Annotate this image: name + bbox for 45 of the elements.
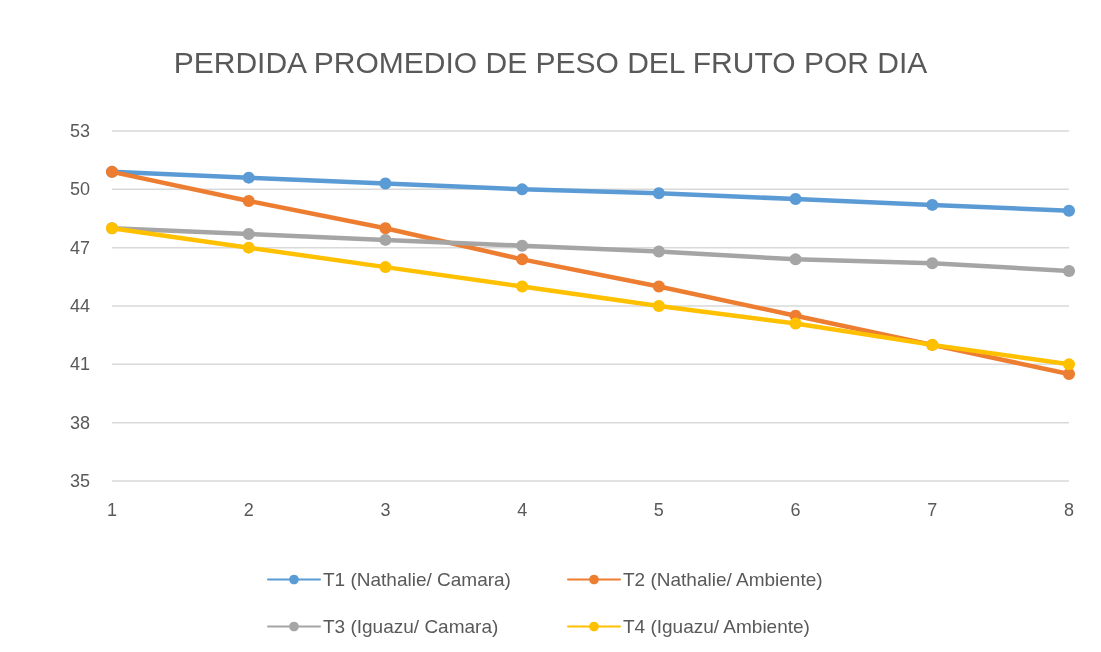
x-tick-label: 3 bbox=[380, 500, 391, 520]
y-tick-label: 50 bbox=[69, 179, 90, 200]
point bbox=[1063, 265, 1075, 277]
point bbox=[379, 261, 392, 274]
y-tick-label: 53 bbox=[69, 121, 90, 141]
point bbox=[789, 193, 802, 206]
point bbox=[379, 222, 392, 235]
y-tick-label: 44 bbox=[69, 296, 90, 316]
y-tick-label: 38 bbox=[69, 412, 90, 433]
y-tick-label: 35 bbox=[69, 471, 90, 491]
legend-label: T3 (Iguazu/ Camara) bbox=[323, 616, 499, 637]
y-tick-label: 47 bbox=[69, 237, 90, 258]
point bbox=[242, 195, 255, 207]
x-tick-label: 7 bbox=[927, 500, 938, 520]
legend-label: T4 (Iguazu/ Ambiente) bbox=[623, 616, 810, 637]
point bbox=[242, 171, 255, 184]
x-tick-label: 4 bbox=[517, 500, 528, 520]
point bbox=[516, 253, 529, 266]
point bbox=[516, 239, 529, 252]
x-tick-label: 6 bbox=[790, 500, 801, 520]
point bbox=[1063, 368, 1075, 381]
legend-label: T2 (Nathalie/ Ambiente) bbox=[623, 569, 823, 590]
x-tick-label: 1 bbox=[106, 500, 118, 520]
point bbox=[926, 198, 939, 211]
point bbox=[1063, 204, 1075, 217]
x-tick-label: 5 bbox=[653, 500, 664, 520]
point bbox=[789, 253, 802, 266]
point bbox=[242, 228, 255, 241]
point bbox=[652, 280, 665, 293]
point bbox=[926, 257, 939, 270]
y-tick-label: 41 bbox=[69, 354, 90, 375]
point bbox=[652, 300, 665, 312]
x-tick-label: 2 bbox=[243, 500, 254, 520]
point bbox=[652, 245, 665, 258]
point bbox=[516, 183, 529, 196]
chart-title: PERDIDA PROMEDIO DE PESO DEL FRUTO POR DIA bbox=[173, 45, 928, 79]
point bbox=[379, 177, 392, 190]
point bbox=[1063, 358, 1075, 371]
point bbox=[516, 280, 529, 293]
point bbox=[242, 241, 255, 254]
point bbox=[789, 317, 802, 330]
x-tick-label: 8 bbox=[1063, 500, 1075, 520]
point bbox=[379, 233, 392, 246]
point bbox=[652, 187, 665, 200]
legend-label: T1 (Nathalie/ Camara) bbox=[323, 569, 511, 590]
